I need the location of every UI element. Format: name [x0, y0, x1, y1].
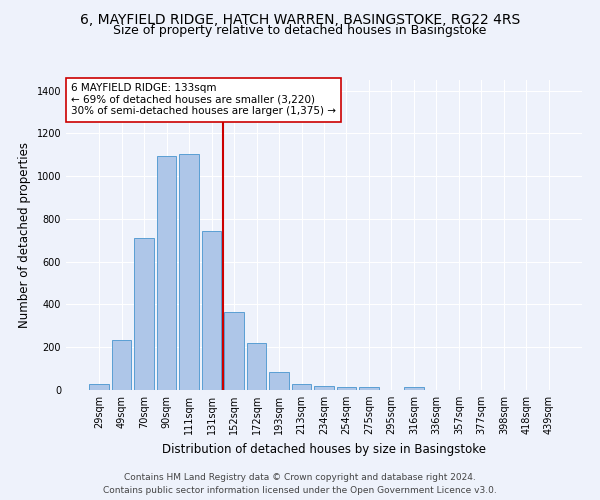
Bar [292, 384, 311, 390]
Text: 6, MAYFIELD RIDGE, HATCH WARREN, BASINGSTOKE, RG22 4RS: 6, MAYFIELD RIDGE, HATCH WARREN, BASINGS… [80, 12, 520, 26]
X-axis label: Distribution of detached houses by size in Basingstoke: Distribution of detached houses by size … [162, 442, 486, 456]
Bar [247, 343, 266, 390]
Y-axis label: Number of detached properties: Number of detached properties [18, 142, 31, 328]
Bar [112, 340, 131, 390]
Bar [337, 387, 356, 390]
Text: Size of property relative to detached houses in Basingstoke: Size of property relative to detached ho… [113, 24, 487, 37]
Bar [269, 372, 289, 390]
Text: Contains HM Land Registry data © Crown copyright and database right 2024.
Contai: Contains HM Land Registry data © Crown c… [103, 474, 497, 495]
Bar [224, 312, 244, 390]
Text: 6 MAYFIELD RIDGE: 133sqm
← 69% of detached houses are smaller (3,220)
30% of sem: 6 MAYFIELD RIDGE: 133sqm ← 69% of detach… [71, 83, 336, 116]
Bar [134, 238, 154, 390]
Bar [359, 387, 379, 390]
Bar [157, 156, 176, 390]
Bar [202, 230, 221, 390]
Bar [314, 386, 334, 390]
Bar [179, 154, 199, 390]
Bar [404, 388, 424, 390]
Bar [89, 384, 109, 390]
